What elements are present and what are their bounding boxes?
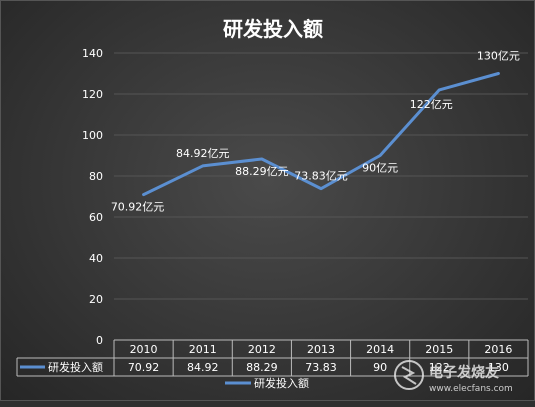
legend: 研发投入额 [225,376,309,390]
table-cell: 90 [373,361,387,374]
y-tick-label: 20 [89,293,103,306]
watermark: 电子发烧友 www.elecfans.com [395,361,513,394]
data-label: 84.92亿元 [176,147,230,160]
y-tick-label: 60 [89,211,103,224]
x-tick-label: 2010 [130,343,158,356]
y-tick-label: 0 [96,334,103,347]
y-axis: 0 20 40 60 80 100 120 140 [82,47,103,347]
table-series-name: 研发投入额 [48,360,103,374]
plot-area: 70.92亿元 84.92亿元 88.29亿元 73.83亿元 90亿元 122亿元 130… [111,50,520,214]
y-tick-label: 100 [82,129,103,142]
data-label: 73.83亿元 [294,170,348,183]
watermark-url: www.elecfans.com [429,384,513,394]
table-cell: 88.29 [246,361,278,374]
table-cell: 84.92 [187,361,219,374]
x-tick-label: 2013 [307,343,335,356]
x-tick-label: 2015 [425,343,453,356]
chart-title: 研发投入额 [223,17,323,41]
y-tick-label: 80 [89,170,103,183]
data-label: 90亿元 [362,162,398,175]
x-tick-label: 2011 [189,343,217,356]
y-tick-label: 40 [89,252,103,265]
y-tick-label: 120 [82,88,103,101]
data-label: 122亿元 [410,98,453,111]
watermark-text: 电子发烧友 [429,364,499,381]
data-label: 130亿元 [477,50,520,63]
legend-label: 研发投入额 [254,376,309,390]
y-tick-label: 140 [82,47,103,60]
x-tick-label: 2016 [484,343,512,356]
table-cell: 73.83 [305,361,337,374]
data-label: 88.29亿元 [235,165,289,178]
data-label: 70.92亿元 [111,201,165,214]
table-cell: 70.92 [128,361,160,374]
x-tick-label: 2012 [248,343,276,356]
x-tick-label: 2014 [366,343,394,356]
